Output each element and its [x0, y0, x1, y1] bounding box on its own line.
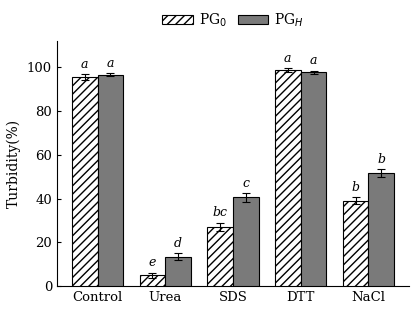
- Y-axis label: Turbidity(%): Turbidity(%): [7, 119, 21, 208]
- Bar: [301, 72, 327, 286]
- Bar: [165, 257, 191, 286]
- Text: a: a: [284, 52, 292, 65]
- Bar: [233, 197, 259, 286]
- Text: b: b: [377, 153, 385, 166]
- Bar: [207, 227, 233, 286]
- Text: a: a: [106, 57, 114, 70]
- Text: a: a: [310, 54, 317, 67]
- Bar: [97, 75, 123, 286]
- Bar: [139, 275, 165, 286]
- Text: a: a: [81, 58, 88, 71]
- Bar: [72, 77, 97, 286]
- Text: b: b: [352, 181, 359, 194]
- Text: d: d: [174, 237, 182, 250]
- Text: c: c: [243, 177, 249, 190]
- Bar: [369, 173, 394, 286]
- Text: e: e: [149, 256, 156, 269]
- Bar: [275, 70, 301, 286]
- Text: bc: bc: [213, 206, 228, 219]
- Legend: PG$_0$, PG$_H$: PG$_0$, PG$_H$: [157, 6, 309, 35]
- Bar: [343, 201, 369, 286]
